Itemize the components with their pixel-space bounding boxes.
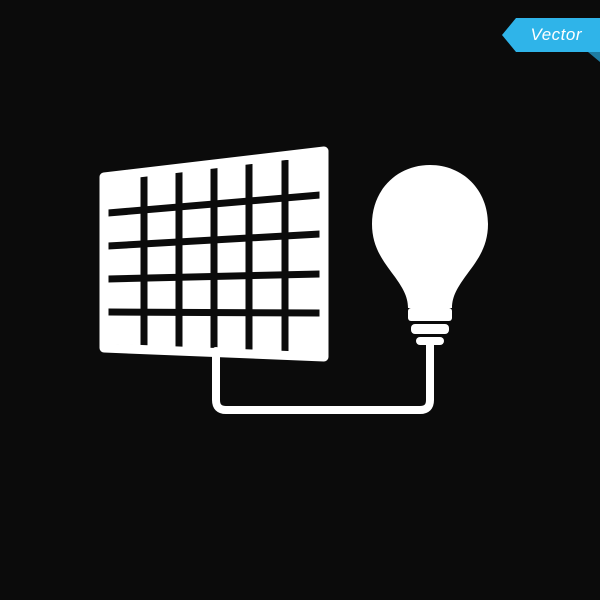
light-bulb-icon bbox=[372, 165, 488, 345]
solar-panel-icon bbox=[104, 151, 324, 357]
solar-bulb-svg bbox=[0, 0, 600, 600]
solar-bulb-icon bbox=[0, 0, 600, 600]
canvas: Vector bbox=[0, 0, 600, 600]
